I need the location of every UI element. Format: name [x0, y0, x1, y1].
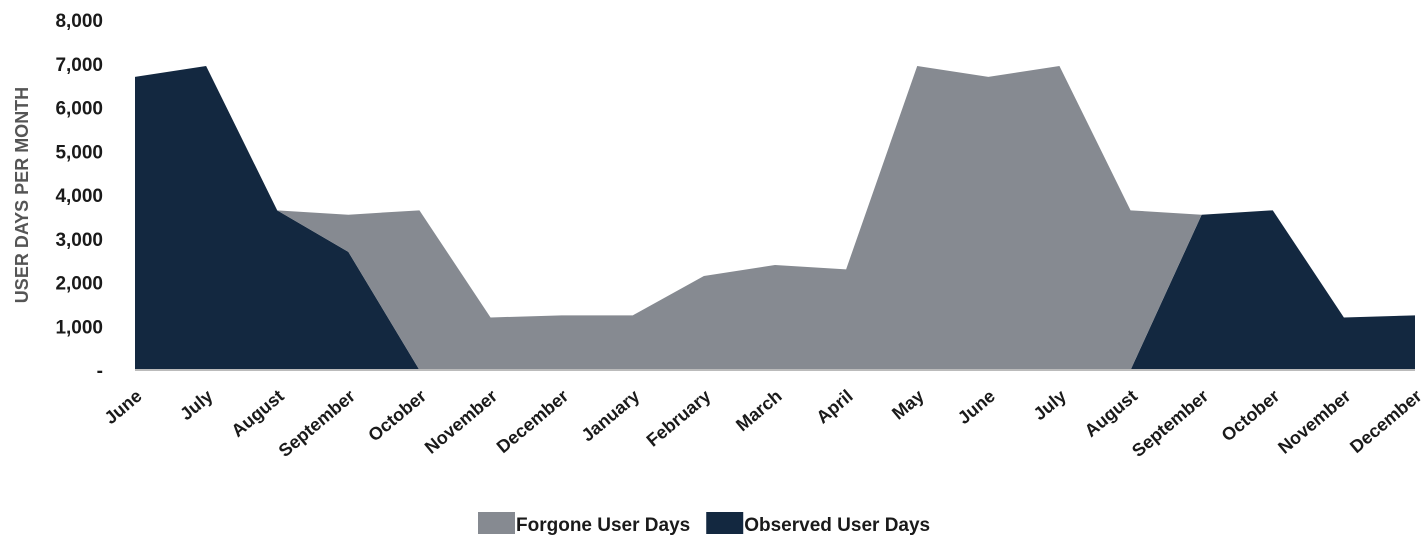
y-tick-label: 1,000 [55, 317, 103, 338]
x-tick-label: May [888, 386, 928, 424]
legend-swatch [478, 512, 515, 534]
x-tick-label: June [101, 386, 146, 428]
legend-label: Forgone User Days [516, 515, 690, 536]
y-tick-label: 3,000 [55, 230, 103, 251]
y-tick-label: 7,000 [55, 55, 103, 76]
legend-swatch [706, 512, 744, 534]
x-tick-label: December [1346, 386, 1421, 457]
x-tick-label: July [1030, 386, 1070, 424]
x-tick-label: September [275, 386, 359, 461]
x-tick-label: April [812, 386, 856, 428]
x-tick-label: June [954, 386, 999, 428]
y-tick-label: 8,000 [55, 11, 103, 32]
x-tick-label: November [1274, 386, 1354, 458]
x-tick-label: December [493, 386, 573, 457]
x-tick-label: August [1081, 386, 1141, 441]
y-tick-label: - [97, 361, 103, 382]
x-tick-label: October [1218, 386, 1284, 446]
area [135, 65, 1415, 370]
x-tick-label: July [176, 386, 216, 424]
y-tick-label: 4,000 [55, 186, 103, 207]
y-tick-label: 6,000 [55, 99, 103, 120]
y-tick-label: 2,000 [55, 274, 103, 295]
x-tick-label: February [643, 386, 715, 451]
y-tick-label: 5,000 [55, 142, 103, 163]
x-tick-label: January [578, 386, 644, 446]
x-tick-label: March [732, 386, 785, 435]
x-tick-label: August [227, 386, 287, 441]
legend-label: Observed User Days [744, 515, 930, 536]
x-tick-label: November [421, 386, 501, 458]
y-axis-label: USER DAYS PER MONTH [12, 87, 32, 303]
x-tick-label: September [1128, 386, 1212, 461]
area [135, 65, 1415, 370]
x-tick-label: October [364, 386, 430, 446]
